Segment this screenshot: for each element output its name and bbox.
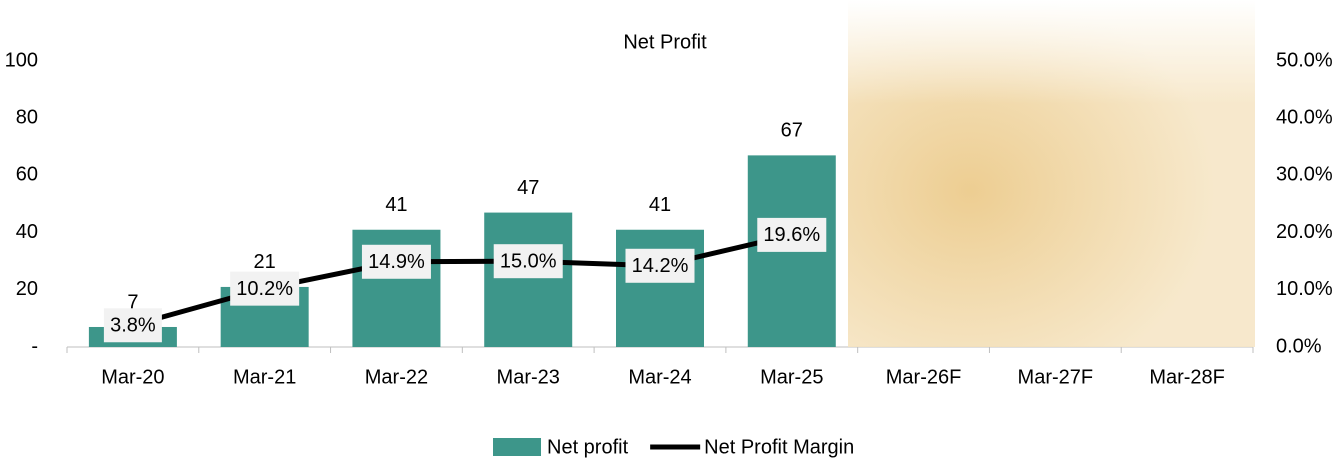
line-label-box (230, 271, 300, 306)
line-value-label: 14.2% (632, 255, 689, 277)
y2-tick-label: 30.0% (1276, 164, 1333, 186)
legend-swatch (493, 438, 541, 456)
x-tick-label: Mar-22 (365, 366, 428, 388)
bar-value-label: 21 (254, 251, 276, 273)
line-label-box (103, 308, 162, 343)
y-tick-label: 60 (16, 164, 38, 186)
y2-tick-label: 10.0% (1276, 278, 1333, 300)
y-tick-label: - (31, 335, 38, 357)
legend-label: Net Profit Margin (704, 436, 854, 458)
legend-label: Net profit (547, 436, 629, 458)
y-tick-label: 80 (16, 106, 38, 128)
y-tick-label: 100 (5, 49, 38, 71)
line-value-label: 15.0% (500, 250, 557, 272)
bar-value-label: 67 (781, 120, 803, 142)
line-label-box (757, 217, 827, 252)
bar (616, 229, 704, 347)
bar-value-label: 41 (385, 194, 407, 216)
line-value-label: 19.6% (763, 224, 820, 246)
line-value-label: 3.8% (110, 315, 156, 337)
line-value-label: 14.9% (368, 251, 425, 273)
y2-tick-label: 0.0% (1276, 335, 1322, 357)
line-value-label: 10.2% (236, 278, 293, 300)
y-tick-label: 20 (16, 278, 38, 300)
x-tick-label: Mar-24 (628, 366, 691, 388)
x-tick-label: Mar-20 (101, 366, 164, 388)
x-tick-label: Mar-27F (1018, 366, 1094, 388)
line-label-box (361, 244, 431, 279)
y2-tick-label: 40.0% (1276, 106, 1333, 128)
x-tick-label: Mar-26F (886, 366, 962, 388)
x-tick-label: Mar-23 (497, 366, 560, 388)
chart-title: Net Profit (623, 31, 707, 53)
bar-value-label: 41 (649, 194, 671, 216)
line-label-box (493, 244, 563, 279)
bar-value-label: 47 (517, 177, 539, 199)
line-label-box (625, 248, 695, 283)
y2-tick-label: 20.0% (1276, 221, 1333, 243)
y2-tick-label: 50.0% (1276, 49, 1333, 71)
x-tick-label: Mar-21 (233, 366, 296, 388)
mask-fade (848, 0, 1255, 347)
x-tick-label: Mar-28F (1149, 366, 1225, 388)
x-tick-label: Mar-25 (760, 366, 823, 388)
y-tick-label: 40 (16, 221, 38, 243)
bar (484, 212, 573, 347)
bar-value-label: 7 (127, 291, 138, 313)
